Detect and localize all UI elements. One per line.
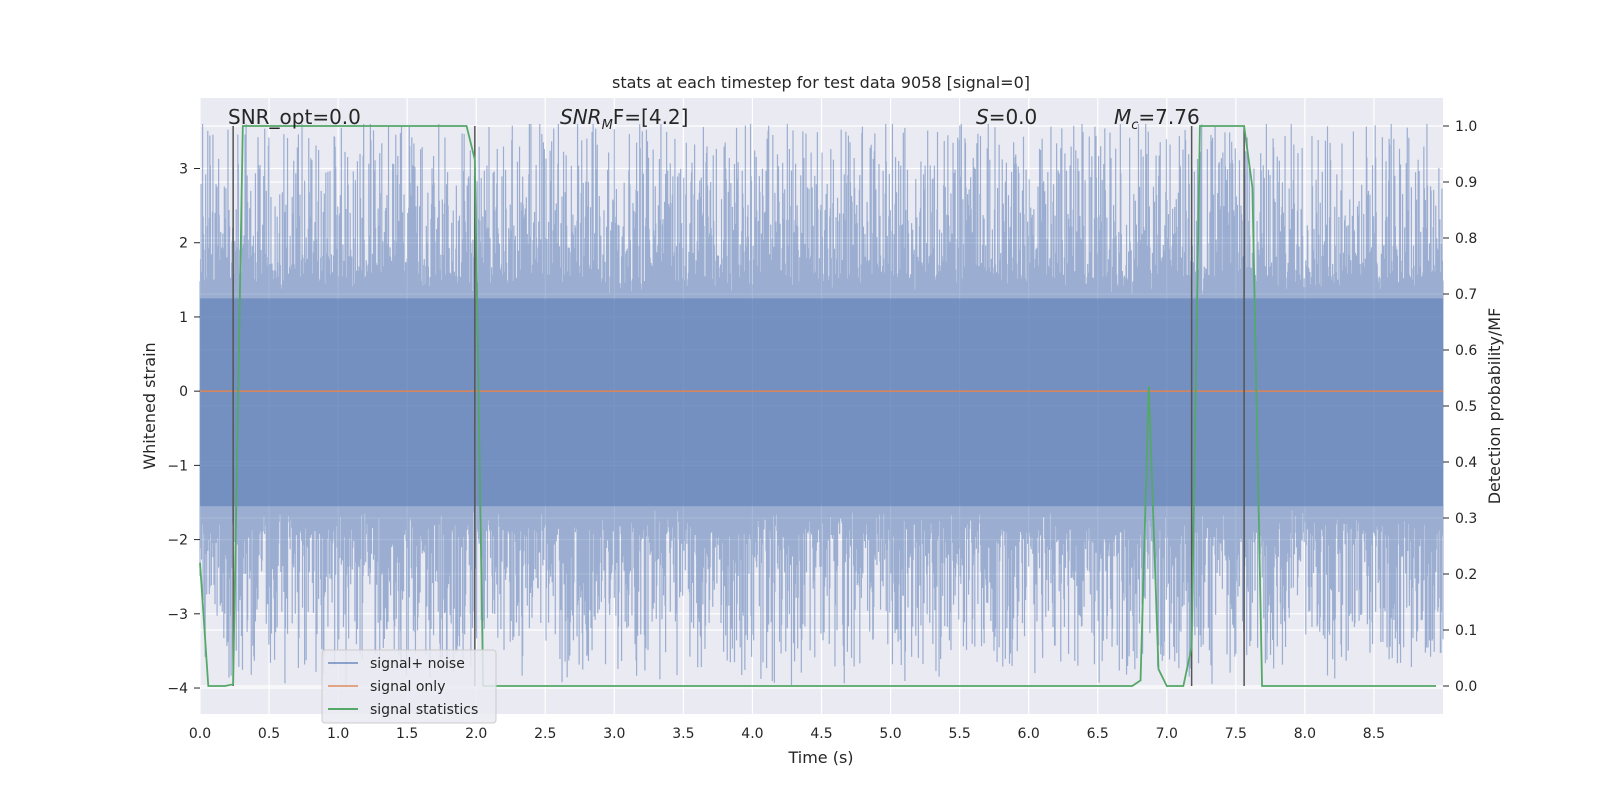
annotation-mc-sub: c bbox=[1131, 118, 1138, 133]
x-tick-label: 7.5 bbox=[1225, 726, 1247, 742]
y-tick-label: −1 bbox=[167, 458, 188, 474]
x-tick-label: 6.5 bbox=[1087, 726, 1109, 742]
x-tick-label: 8.5 bbox=[1363, 726, 1385, 742]
legend-label-stats: signal statistics bbox=[370, 702, 478, 718]
legend: signal+ noise signal only signal statist… bbox=[321, 649, 497, 724]
legend-label-signal: signal only bbox=[370, 679, 445, 695]
x-axis-label: Time (s) bbox=[787, 748, 853, 767]
x-tick-label: 0.5 bbox=[258, 726, 280, 742]
x-tick-label: 4.5 bbox=[810, 726, 832, 742]
x-tick-label: 5.5 bbox=[948, 726, 970, 742]
x-tick-label: 1.0 bbox=[327, 726, 349, 742]
annotation-snr-mf-main: SNR bbox=[560, 105, 602, 129]
y-right-tick-label: 0.0 bbox=[1455, 679, 1477, 695]
y-right-tick-label: 0.2 bbox=[1455, 567, 1477, 583]
y-right-tick-label: 0.9 bbox=[1455, 175, 1477, 191]
stats-line bbox=[199, 125, 1437, 687]
x-tick-label: 2.0 bbox=[465, 726, 487, 742]
stats-series bbox=[199, 125, 1437, 687]
y-right-tick-label: 0.7 bbox=[1455, 287, 1477, 303]
x-tick-label: 3.5 bbox=[672, 726, 694, 742]
y-tick-label: −2 bbox=[167, 533, 188, 549]
y-axis-right-label: Detection probability/MF bbox=[1485, 308, 1504, 505]
legend-label-noise: signal+ noise bbox=[370, 656, 465, 672]
x-tick-label: 5.0 bbox=[879, 726, 901, 742]
chart-title: stats at each timestep for test data 905… bbox=[612, 73, 1030, 92]
y-right-tick-label: 0.5 bbox=[1455, 399, 1477, 415]
annotation-mc-tail: =7.76 bbox=[1138, 105, 1199, 129]
y-tick-label: −4 bbox=[167, 681, 188, 697]
x-tick-label: 3.0 bbox=[603, 726, 625, 742]
noise-series bbox=[199, 123, 1444, 688]
y-tick-label: 1 bbox=[179, 310, 188, 326]
noise-core-band bbox=[200, 298, 1443, 507]
y-right-tick-label: 0.1 bbox=[1455, 623, 1477, 639]
annotation-mc-main: M bbox=[1114, 105, 1131, 129]
x-tick-label: 7.0 bbox=[1156, 726, 1178, 742]
y-tick-label: 2 bbox=[179, 236, 188, 252]
x-tick-label: 4.0 bbox=[741, 726, 763, 742]
x-tick-label: 1.5 bbox=[396, 726, 418, 742]
legend-box bbox=[321, 649, 497, 724]
annotation-snr-opt: SNR_opt=0.0 bbox=[228, 105, 361, 129]
y-right-tick-label: 0.3 bbox=[1455, 511, 1477, 527]
y-tick-label: 0 bbox=[179, 384, 188, 400]
x-tick-label: 8.0 bbox=[1294, 726, 1316, 742]
y-tick-label: 3 bbox=[179, 162, 188, 178]
annotation-snr-mf: SNRMF=[4.2] bbox=[560, 105, 688, 133]
y-tick-label: −3 bbox=[167, 607, 188, 623]
annotation-s: S=0.0 bbox=[976, 105, 1037, 129]
annotation-s-main: S bbox=[976, 105, 989, 129]
annotation-snr-mf-sub: M bbox=[602, 118, 613, 133]
ticks: 0.0 0.5 1.0 1.5 2.0 2.5 3.0 3.5 4.0 4.5 5.0 5.5 6.0 6… bbox=[167, 119, 1477, 742]
annotation-snr-mf-tail: F=[4.2] bbox=[613, 105, 689, 129]
x-tick-label: 2.5 bbox=[534, 726, 556, 742]
vertical-markers bbox=[232, 126, 1245, 686]
y-right-tick-label: 1.0 bbox=[1455, 119, 1477, 135]
y-axis-label: Whitened strain bbox=[140, 342, 159, 469]
y-right-tick-label: 0.6 bbox=[1455, 343, 1477, 359]
annotation-s-tail: =0.0 bbox=[989, 105, 1038, 129]
y-right-tick-label: 0.4 bbox=[1455, 455, 1477, 471]
y-right-tick-label: 0.8 bbox=[1455, 231, 1477, 247]
annotation-mc: Mc=7.76 bbox=[1114, 105, 1200, 133]
x-tick-label: 6.0 bbox=[1018, 726, 1040, 742]
x-tick-label: 0.0 bbox=[189, 726, 211, 742]
